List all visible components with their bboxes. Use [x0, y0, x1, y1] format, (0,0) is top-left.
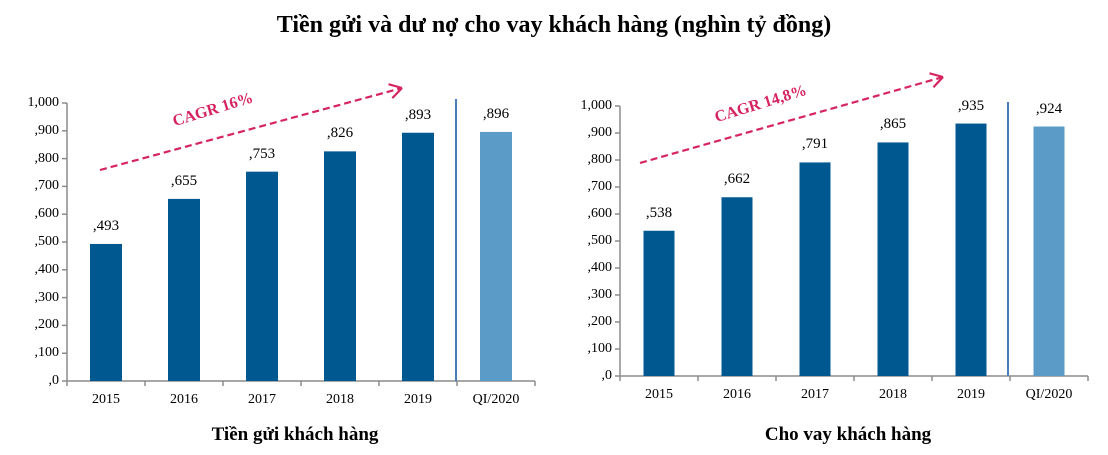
y-tick-label: ,400	[34, 261, 60, 277]
value-label: ,538	[645, 204, 673, 221]
y-tick-label: ,800	[34, 150, 60, 166]
bar-2015	[90, 243, 122, 381]
bar-qi-2020	[1033, 126, 1065, 377]
value-label: ,655	[170, 172, 198, 189]
y-tick-label: ,900	[34, 122, 60, 138]
category-label: 2018	[326, 392, 354, 407]
main-title: Tiền gửi và dư nợ cho vay khách hàng (ng…	[276, 12, 832, 38]
bar-2016	[168, 198, 200, 381]
category-label: QI/2020	[472, 392, 520, 407]
category-label: 2019	[404, 392, 432, 407]
y-tick-label: ,200	[587, 314, 613, 329]
y-tick-label: 1,000	[27, 95, 60, 110]
y-tick-label: ,600	[587, 206, 613, 221]
category-label: 2017	[801, 387, 829, 402]
value-label: ,935	[957, 97, 985, 114]
chart-subtitle: Tiền gửi khách hàng	[211, 424, 379, 445]
arrow-head-icon	[391, 87, 403, 99]
category-label: 2016	[723, 387, 751, 402]
value-label: ,924	[1035, 100, 1063, 117]
y-tick-label: ,600	[34, 206, 60, 222]
y-tick-label: ,300	[34, 289, 60, 305]
y-tick-label: ,100	[587, 341, 613, 356]
y-tick-label: ,400	[587, 260, 613, 275]
cagr-trend-arrow	[99, 86, 403, 172]
y-tick-label: ,300	[587, 287, 613, 302]
y-tick-label: ,700	[587, 179, 613, 194]
y-tick-label: ,0	[601, 368, 613, 383]
y-tick-label: ,200	[34, 317, 60, 333]
value-label: ,865	[879, 116, 907, 133]
category-label: 2015	[92, 392, 120, 407]
y-tick-label: ,0	[48, 373, 60, 388]
bar-2018	[324, 151, 356, 381]
value-label: ,662	[723, 171, 751, 188]
y-tick-label: ,500	[587, 233, 613, 248]
bar-2015	[643, 230, 675, 376]
value-label: ,493	[92, 217, 120, 234]
y-tick-label: ,900	[587, 125, 613, 140]
cagr-trend-arrow	[639, 75, 944, 165]
y-tick-label: ,500	[34, 234, 60, 249]
value-label: ,826	[326, 125, 354, 142]
value-label: ,791	[801, 136, 829, 153]
bar-2017	[246, 171, 278, 381]
value-label: ,753	[248, 145, 276, 162]
category-label: 2017	[248, 392, 276, 407]
arrow-head-icon	[932, 76, 944, 88]
category-label: 2019	[957, 387, 985, 402]
bar-2019	[402, 132, 434, 381]
bar-qi-2020	[480, 131, 512, 381]
category-label: QI/2020	[1025, 387, 1073, 402]
chart-subtitle: Cho vay khách hàng	[764, 424, 932, 445]
value-label: ,896	[482, 105, 510, 122]
y-tick-label: ,800	[587, 152, 613, 167]
category-label: 2016	[170, 392, 198, 407]
bar-2019	[955, 123, 987, 376]
arrow-head-icon	[929, 72, 944, 79]
arrow-head-icon	[388, 83, 403, 90]
y-tick-label: ,100	[34, 345, 60, 361]
value-label: ,893	[404, 106, 432, 123]
bar-2017	[799, 162, 831, 376]
y-tick-label: ,700	[34, 178, 60, 194]
bar-2018	[877, 142, 909, 376]
category-label: 2015	[645, 387, 673, 402]
bar-2016	[721, 197, 753, 376]
category-label: 2018	[879, 387, 907, 402]
y-tick-label: 1,000	[580, 98, 613, 113]
